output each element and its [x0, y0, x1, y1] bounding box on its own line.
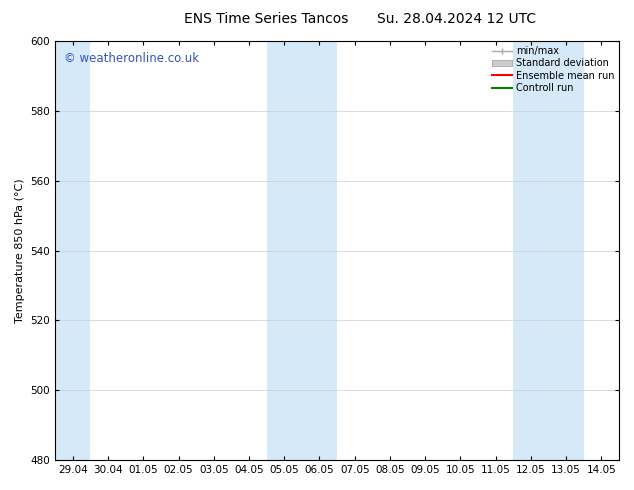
- Bar: [267, 41, 337, 460]
- Y-axis label: Temperature 850 hPa (°C): Temperature 850 hPa (°C): [15, 178, 25, 323]
- Text: ENS Time Series Tancos: ENS Time Series Tancos: [184, 12, 349, 26]
- Bar: [55, 41, 91, 460]
- Bar: [514, 41, 584, 460]
- Text: Su. 28.04.2024 12 UTC: Su. 28.04.2024 12 UTC: [377, 12, 536, 26]
- Text: © weatheronline.co.uk: © weatheronline.co.uk: [63, 51, 198, 65]
- Legend: min/max, Standard deviation, Ensemble mean run, Controll run: min/max, Standard deviation, Ensemble me…: [490, 44, 616, 95]
